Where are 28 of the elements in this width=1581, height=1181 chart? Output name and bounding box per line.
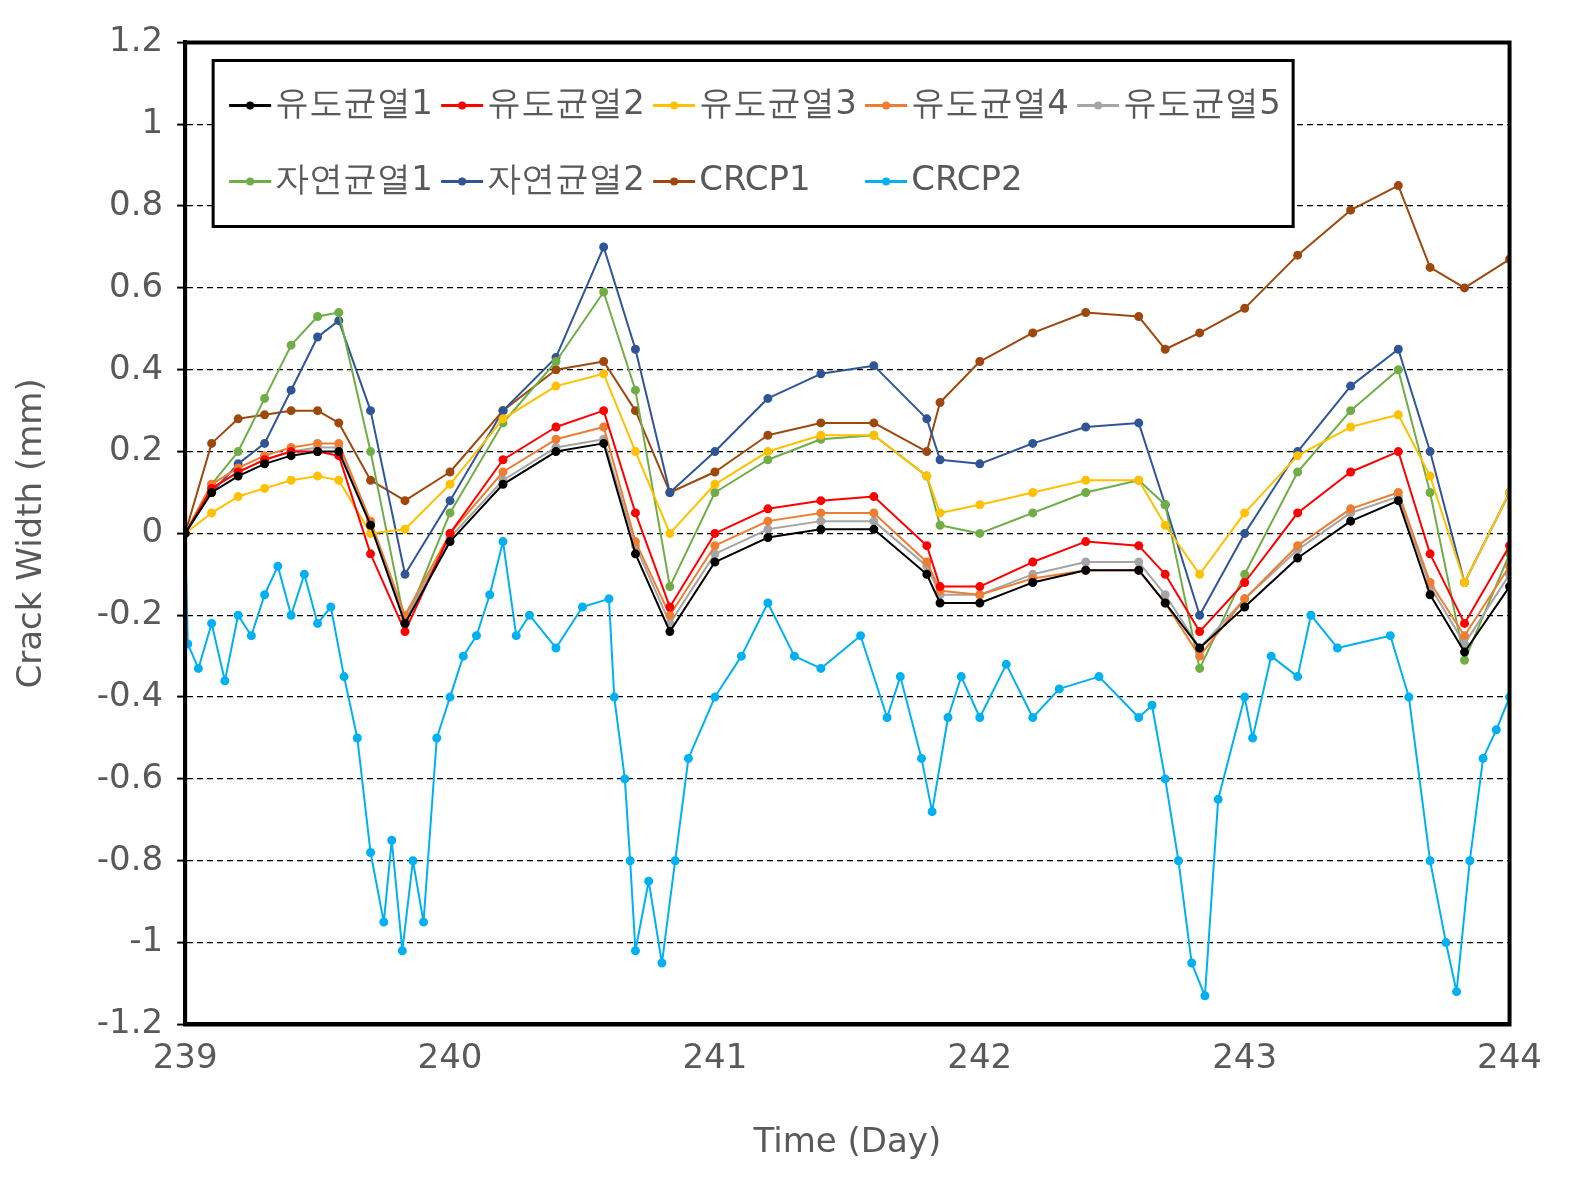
legend-label: 유도균열1 [275, 82, 433, 123]
x-tick-label: 242 [947, 1035, 1013, 1076]
legend-label: 유도균열3 [699, 82, 857, 123]
y-tick-label: 0.4 [109, 346, 164, 387]
legend-label: CRCP1 [699, 158, 811, 199]
x-axis-title: Time (Day) [752, 1120, 942, 1161]
y-tick-label: 0 [141, 510, 164, 551]
x-tick-label: 241 [682, 1035, 748, 1076]
y-tick-label: 1 [141, 101, 164, 142]
legend-label: CRCP2 [911, 158, 1023, 199]
legend-label: 유도균열5 [1123, 82, 1281, 123]
y-tick-label: -0.4 [96, 673, 164, 714]
y-tick-label: 0.8 [109, 182, 164, 223]
y-tick-label: 0.6 [109, 264, 164, 305]
x-tick-label: 244 [1477, 1035, 1543, 1076]
y-axis-title: Crack Width (mm) [9, 378, 50, 689]
legend-label: 유도균열2 [487, 82, 645, 123]
y-tick-label: 1.2 [109, 19, 164, 60]
y-tick-label: -0.2 [96, 592, 164, 633]
legend-label: 자연균열1 [275, 158, 433, 199]
y-tick-label: -0.6 [96, 755, 164, 796]
legend-label: 자연균열2 [487, 158, 645, 199]
y-tick-label: -1 [129, 919, 164, 960]
x-tick-label: 243 [1212, 1035, 1278, 1076]
legend-label: 유도균열4 [911, 82, 1069, 123]
y-tick-label: 0.2 [109, 428, 164, 469]
y-tick-label: -0.8 [96, 837, 164, 878]
x-tick-label: 240 [417, 1035, 483, 1076]
